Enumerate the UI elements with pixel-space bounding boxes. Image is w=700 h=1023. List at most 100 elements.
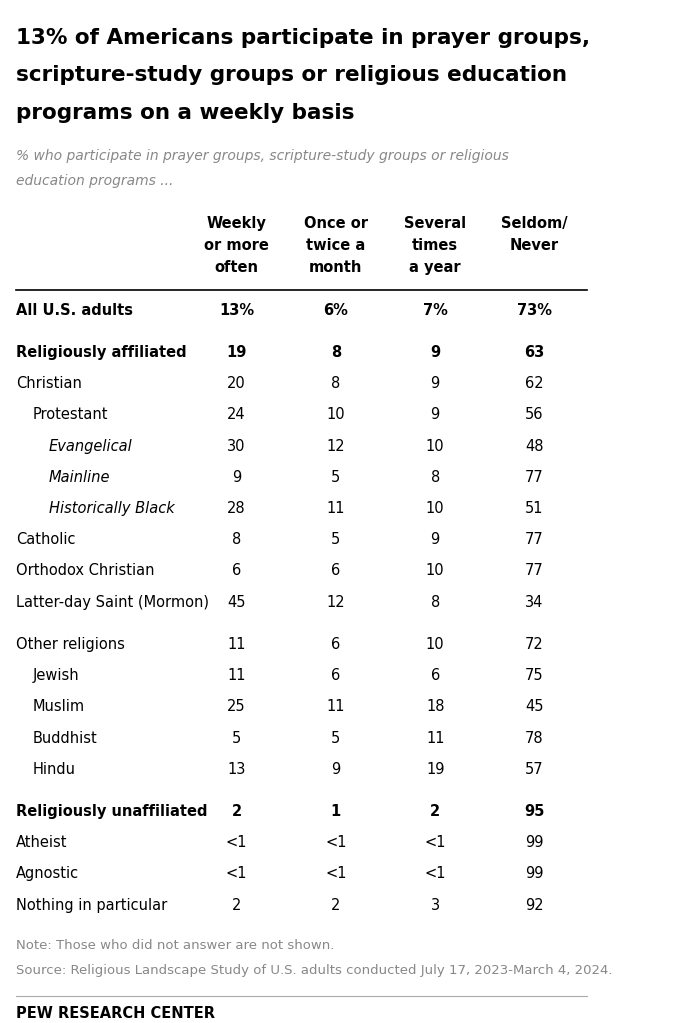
Text: 77: 77 (525, 470, 544, 485)
Text: often: often (215, 260, 258, 275)
Text: <1: <1 (226, 835, 247, 850)
Text: or more: or more (204, 238, 269, 253)
Text: <1: <1 (424, 835, 446, 850)
Text: 11: 11 (228, 637, 246, 652)
Text: a year: a year (410, 260, 461, 275)
Text: 9: 9 (430, 532, 440, 547)
Text: 10: 10 (426, 637, 444, 652)
Text: PEW RESEARCH CENTER: PEW RESEARCH CENTER (16, 1007, 216, 1021)
Text: 9: 9 (430, 376, 440, 391)
Text: 5: 5 (331, 470, 340, 485)
Text: 8: 8 (430, 594, 440, 610)
Text: 2: 2 (232, 898, 242, 913)
Text: programs on a weekly basis: programs on a weekly basis (16, 103, 355, 123)
Text: 6: 6 (331, 668, 340, 683)
Text: times: times (412, 238, 458, 253)
Text: 72: 72 (525, 637, 544, 652)
Text: 5: 5 (331, 730, 340, 746)
Text: 9: 9 (232, 470, 242, 485)
Text: 9: 9 (430, 407, 440, 422)
Text: 45: 45 (228, 594, 246, 610)
Text: 5: 5 (232, 730, 242, 746)
Text: 10: 10 (327, 407, 345, 422)
Text: 9: 9 (430, 345, 440, 360)
Text: 13% of Americans participate in prayer groups,: 13% of Americans participate in prayer g… (16, 28, 590, 48)
Text: 25: 25 (228, 700, 246, 714)
Text: 7%: 7% (423, 303, 447, 318)
Text: 5: 5 (331, 532, 340, 547)
Text: Jewish: Jewish (32, 668, 79, 683)
Text: 9: 9 (331, 762, 340, 776)
Text: 1: 1 (331, 804, 341, 819)
Text: % who participate in prayer groups, scripture-study groups or religious: % who participate in prayer groups, scri… (16, 148, 509, 163)
Text: <1: <1 (325, 866, 346, 882)
Text: 24: 24 (228, 407, 246, 422)
Text: 10: 10 (426, 564, 444, 578)
Text: Agnostic: Agnostic (16, 866, 79, 882)
Text: 48: 48 (525, 439, 544, 453)
Text: 63: 63 (524, 345, 545, 360)
Text: 30: 30 (228, 439, 246, 453)
Text: 10: 10 (426, 439, 444, 453)
Text: 10: 10 (426, 501, 444, 516)
Text: Nothing in particular: Nothing in particular (16, 898, 167, 913)
Text: 2: 2 (232, 804, 242, 819)
Text: 99: 99 (525, 866, 544, 882)
Text: 2: 2 (331, 898, 341, 913)
Text: Weekly: Weekly (206, 216, 267, 231)
Text: <1: <1 (226, 866, 247, 882)
Text: Orthodox Christian: Orthodox Christian (16, 564, 155, 578)
Text: Protestant: Protestant (32, 407, 108, 422)
Text: 8: 8 (331, 345, 341, 360)
Text: Muslim: Muslim (32, 700, 85, 714)
Text: Several: Several (404, 216, 466, 231)
Text: 92: 92 (525, 898, 544, 913)
Text: Hindu: Hindu (32, 762, 76, 776)
Text: 11: 11 (228, 668, 246, 683)
Text: 20: 20 (228, 376, 246, 391)
Text: Latter-day Saint (Mormon): Latter-day Saint (Mormon) (16, 594, 209, 610)
Text: 6: 6 (430, 668, 440, 683)
Text: 11: 11 (327, 700, 345, 714)
Text: Never: Never (510, 238, 559, 253)
Text: <1: <1 (325, 835, 346, 850)
Text: All U.S. adults: All U.S. adults (16, 303, 133, 318)
Text: scripture-study groups or religious education: scripture-study groups or religious educ… (16, 65, 567, 86)
Text: education programs ...: education programs ... (16, 174, 174, 187)
Text: 45: 45 (525, 700, 544, 714)
Text: Atheist: Atheist (16, 835, 68, 850)
Text: Historically Black: Historically Black (49, 501, 174, 516)
Text: 13: 13 (228, 762, 246, 776)
Text: 8: 8 (232, 532, 242, 547)
Text: Once or: Once or (304, 216, 368, 231)
Text: 8: 8 (331, 376, 340, 391)
Text: 77: 77 (525, 564, 544, 578)
Text: 18: 18 (426, 700, 444, 714)
Text: Buddhist: Buddhist (32, 730, 97, 746)
Text: Christian: Christian (16, 376, 82, 391)
Text: 51: 51 (525, 501, 544, 516)
Text: Seldom/: Seldom/ (501, 216, 568, 231)
Text: 78: 78 (525, 730, 544, 746)
Text: Religiously unaffiliated: Religiously unaffiliated (16, 804, 208, 819)
Text: 28: 28 (228, 501, 246, 516)
Text: 57: 57 (525, 762, 544, 776)
Text: 99: 99 (525, 835, 544, 850)
Text: Religiously affiliated: Religiously affiliated (16, 345, 187, 360)
Text: twice a: twice a (307, 238, 365, 253)
Text: 11: 11 (426, 730, 444, 746)
Text: 12: 12 (327, 594, 345, 610)
Text: Source: Religious Landscape Study of U.S. adults conducted July 17, 2023-March 4: Source: Religious Landscape Study of U.S… (16, 965, 612, 978)
Text: 95: 95 (524, 804, 545, 819)
Text: month: month (309, 260, 363, 275)
Text: 34: 34 (525, 594, 544, 610)
Text: 11: 11 (327, 501, 345, 516)
Text: 6%: 6% (323, 303, 349, 318)
Text: Catholic: Catholic (16, 532, 76, 547)
Text: 8: 8 (430, 470, 440, 485)
Text: Evangelical: Evangelical (49, 439, 132, 453)
Text: 6: 6 (232, 564, 242, 578)
Text: 19: 19 (226, 345, 247, 360)
Text: 19: 19 (426, 762, 444, 776)
Text: Mainline: Mainline (49, 470, 111, 485)
